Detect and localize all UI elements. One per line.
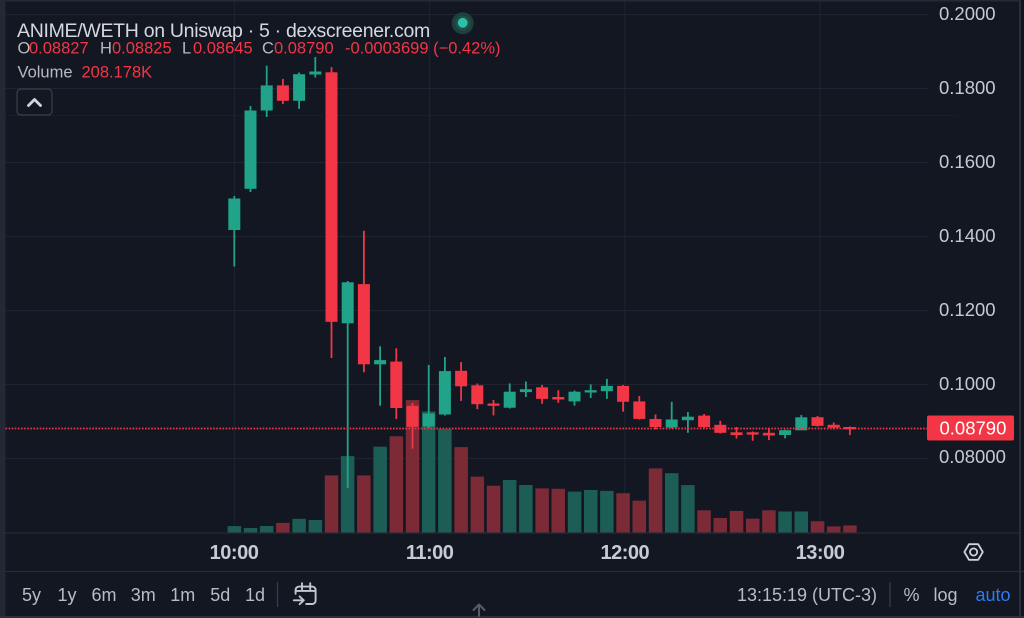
svg-text:5y: 5y xyxy=(22,585,41,605)
svg-text:5d: 5d xyxy=(210,585,230,605)
svg-text:208.178K: 208.178K xyxy=(82,64,153,82)
svg-text:0.08825: 0.08825 xyxy=(112,40,172,58)
svg-text:10:00: 10:00 xyxy=(210,542,259,564)
svg-text:13:00: 13:00 xyxy=(796,542,845,564)
svg-text:0.1000: 0.1000 xyxy=(939,373,996,394)
svg-text:0.08827: 0.08827 xyxy=(29,40,89,58)
svg-text:1y: 1y xyxy=(57,585,76,605)
svg-text:11:00: 11:00 xyxy=(406,542,454,564)
svg-text:6m: 6m xyxy=(91,585,116,605)
svg-text:-0.0003699 (−0.42%): -0.0003699 (−0.42%) xyxy=(345,40,501,58)
svg-text:L: L xyxy=(182,40,191,58)
svg-text:13:15:19 (UTC-3): 13:15:19 (UTC-3) xyxy=(737,585,877,605)
svg-text:auto: auto xyxy=(975,585,1010,605)
svg-text:0.1200: 0.1200 xyxy=(939,299,996,320)
svg-text:1m: 1m xyxy=(170,585,195,605)
svg-text:O: O xyxy=(18,40,31,58)
svg-text:0.08645: 0.08645 xyxy=(193,40,253,58)
svg-text:%: % xyxy=(903,585,919,605)
svg-text:ANIME/WETH on Uniswap · 5 · de: ANIME/WETH on Uniswap · 5 · dexscreener.… xyxy=(17,20,430,42)
svg-text:3m: 3m xyxy=(131,585,156,605)
svg-text:0.08790: 0.08790 xyxy=(274,40,334,58)
svg-text:1d: 1d xyxy=(245,585,265,605)
svg-text:Volume: Volume xyxy=(18,64,73,82)
svg-text:12:00: 12:00 xyxy=(600,542,649,564)
svg-text:0.1600: 0.1600 xyxy=(939,151,996,172)
svg-text:0.1400: 0.1400 xyxy=(939,225,996,246)
svg-text:H: H xyxy=(100,40,112,58)
svg-text:0.2000: 0.2000 xyxy=(939,3,996,24)
svg-text:0.08790: 0.08790 xyxy=(940,418,1007,439)
svg-text:0.1800: 0.1800 xyxy=(939,77,996,98)
svg-text:C: C xyxy=(262,40,274,58)
svg-text:log: log xyxy=(933,585,957,605)
svg-text:0.08000: 0.08000 xyxy=(939,446,1006,467)
